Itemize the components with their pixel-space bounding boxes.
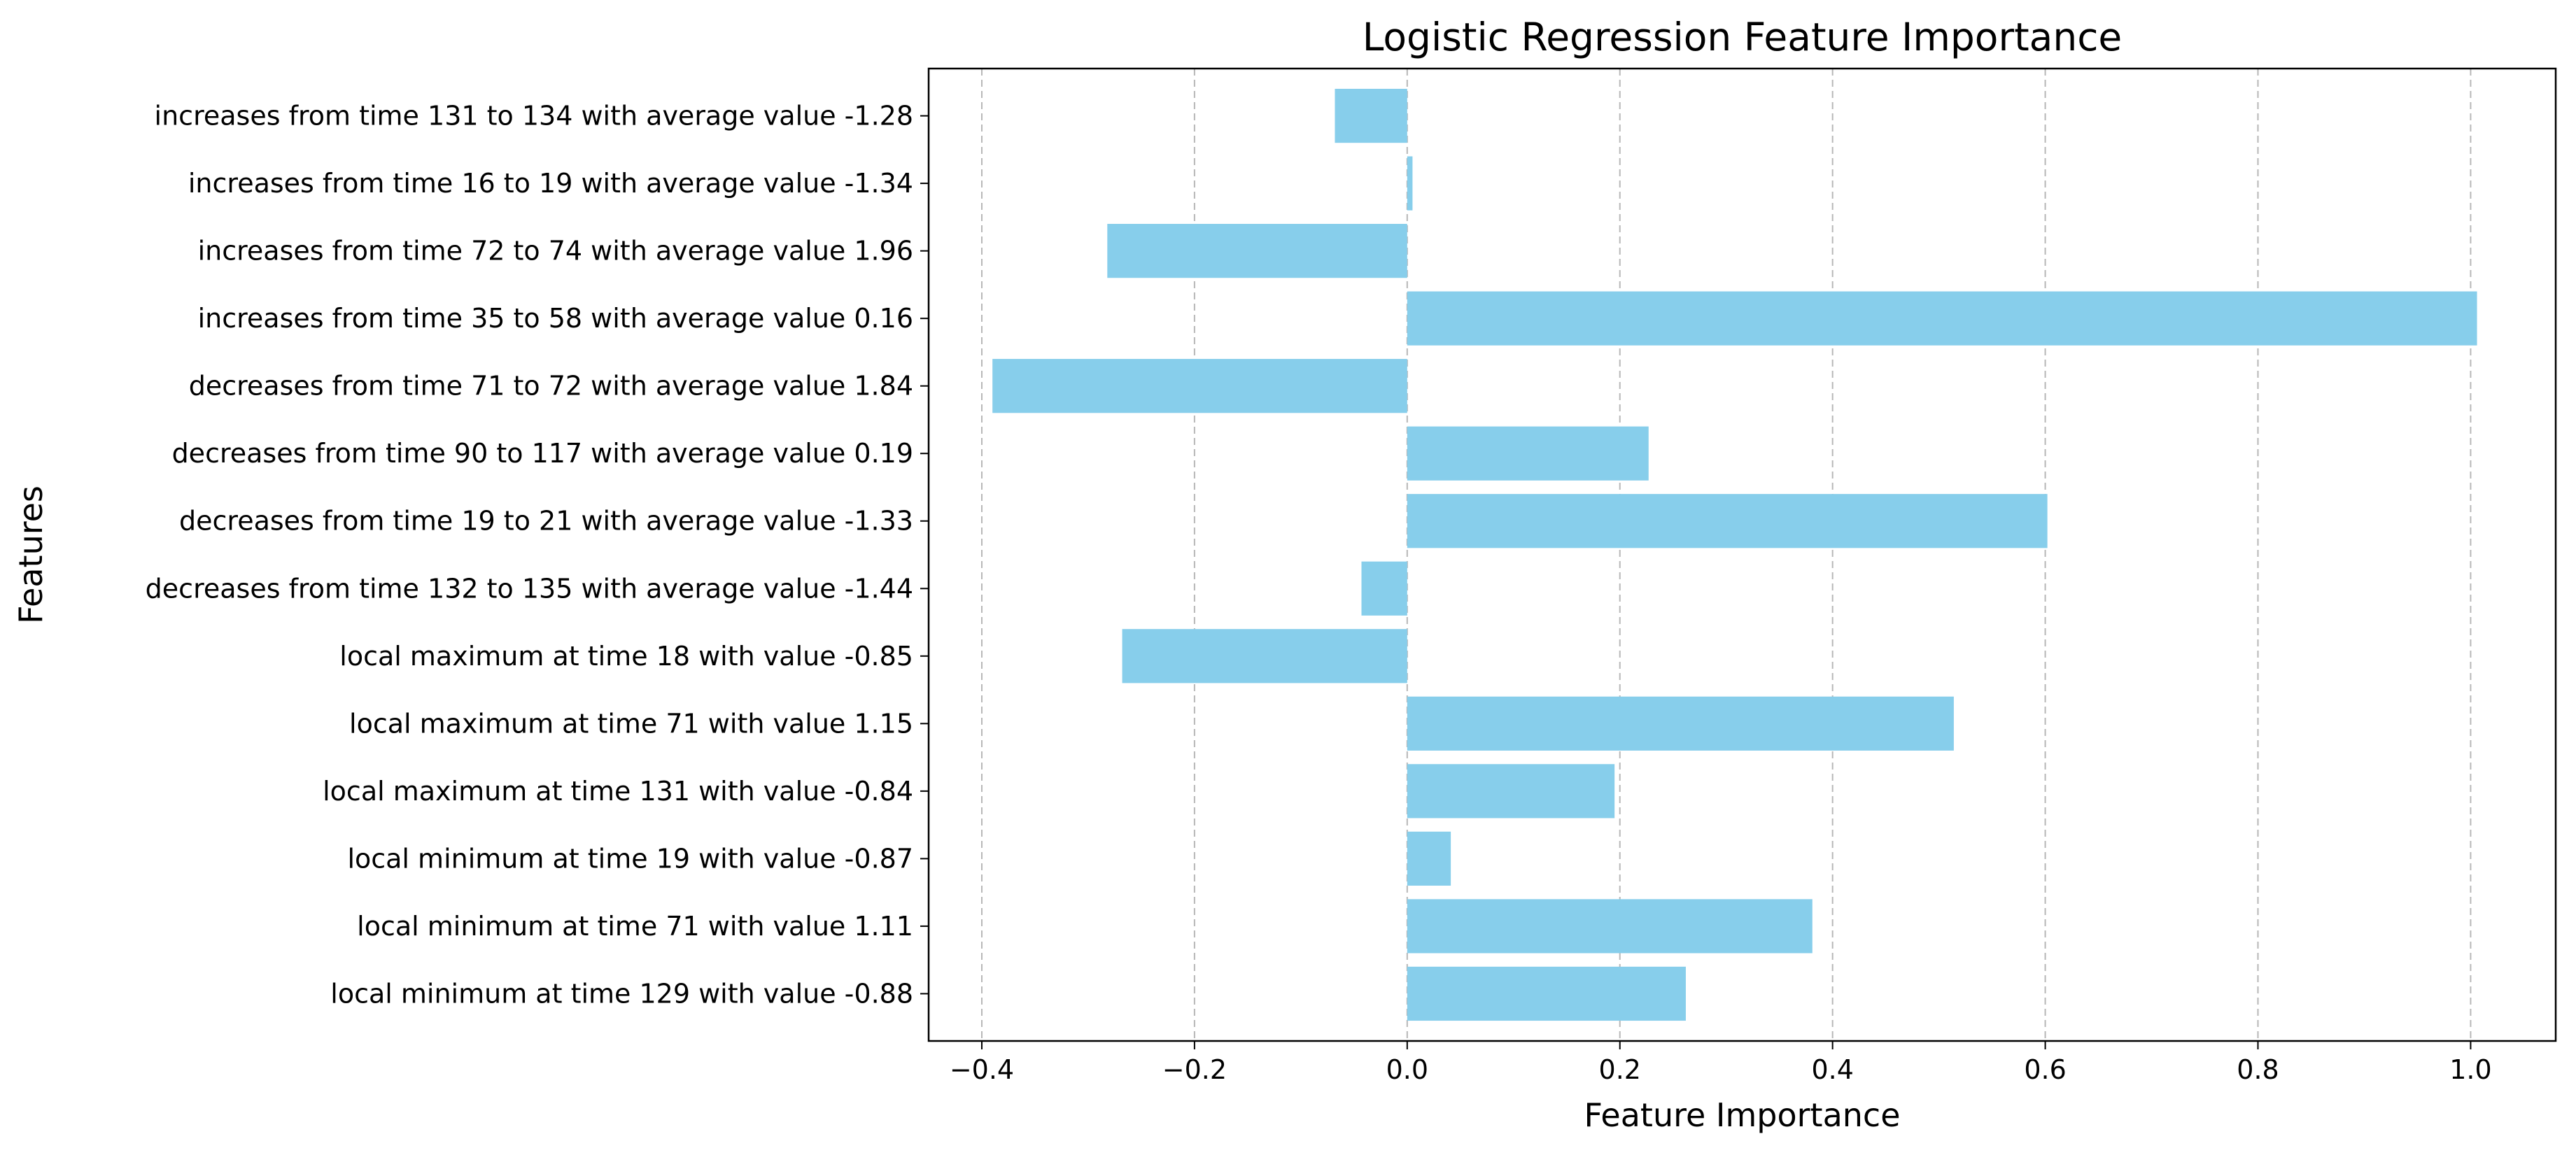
y-tick-label: local maximum at time 18 with value -0.8… — [339, 641, 913, 672]
bar — [1407, 966, 1686, 1021]
bar — [1407, 291, 2477, 346]
y-tick-label: local minimum at time 129 with value -0.… — [330, 978, 913, 1009]
bar — [1407, 156, 1413, 211]
y-tick-label: decreases from time 19 to 21 with averag… — [179, 506, 913, 537]
y-tick-label: local minimum at time 19 with value -0.8… — [347, 843, 913, 874]
y-axis-title: Features — [12, 486, 50, 624]
bar — [1335, 88, 1407, 143]
bar — [1407, 764, 1615, 819]
x-axis: −0.4 −0.2 0.0 0.2 0.4 0.6 0.8 1.0 — [950, 1041, 2492, 1085]
bar — [992, 359, 1407, 413]
x-tick-label: 1.0 — [2449, 1054, 2491, 1085]
chart-title: Logistic Regression Feature Importance — [1363, 15, 2123, 59]
x-tick-label: 0.0 — [1386, 1054, 1428, 1085]
grid-lines — [980, 69, 2472, 1041]
y-tick-label: decreases from time 71 to 72 with averag… — [189, 371, 913, 402]
y-tick-label: increases from time 72 to 74 with averag… — [198, 236, 913, 267]
x-tick-label: 0.4 — [1811, 1054, 1853, 1085]
bar — [1407, 831, 1451, 886]
x-tick-label: 0.6 — [2024, 1054, 2066, 1085]
bar — [1361, 561, 1407, 616]
bar — [1407, 899, 1813, 954]
y-tick-label: increases from time 35 to 58 with averag… — [198, 303, 913, 334]
x-tick-label: 0.2 — [1599, 1054, 1641, 1085]
bars — [992, 88, 2477, 1021]
y-tick-label: increases from time 16 to 19 with averag… — [188, 168, 913, 199]
y-tick-label: local maximum at time 71 with value 1.15 — [349, 708, 913, 739]
y-tick-label: decreases from time 132 to 135 with aver… — [146, 573, 913, 604]
bar — [1407, 696, 1954, 751]
x-axis-title: Feature Importance — [1584, 1096, 1900, 1134]
x-tick-label: 0.8 — [2237, 1054, 2279, 1085]
y-tick-label: local minimum at time 71 with value 1.11 — [357, 911, 913, 942]
bar — [1407, 494, 2048, 548]
y-tick-label: increases from time 131 to 134 with aver… — [155, 101, 913, 132]
y-axis: increases from time 131 to 134 with aver… — [146, 101, 929, 1009]
x-tick-label: −0.2 — [1162, 1054, 1227, 1085]
y-tick-label: local maximum at time 131 with value -0.… — [323, 776, 913, 807]
plot-frame — [927, 67, 2557, 1042]
bar — [1122, 629, 1407, 683]
bar — [1407, 426, 1649, 481]
x-tick-label: −0.4 — [950, 1054, 1014, 1085]
bar — [1107, 224, 1407, 278]
y-tick-label: decreases from time 90 to 117 with avera… — [172, 438, 913, 469]
